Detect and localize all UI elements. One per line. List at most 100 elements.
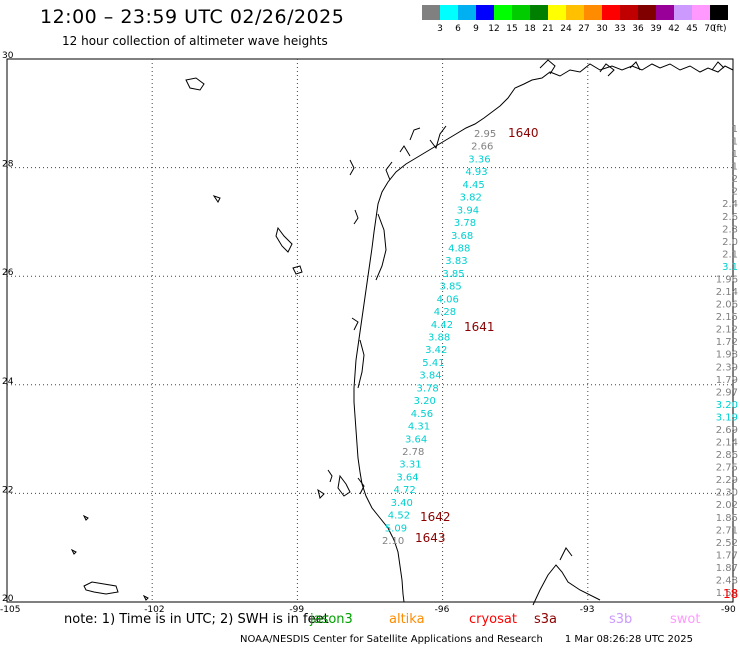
- map-grid: [7, 59, 733, 602]
- swh-value: 3.64: [405, 434, 427, 445]
- swh-value: 2.12: [716, 325, 738, 336]
- swh-value: 1.98: [716, 350, 738, 361]
- swh-value: 3.20: [414, 396, 436, 407]
- lon-tick-label: -105: [0, 605, 20, 615]
- lat-tick-label: 22: [2, 485, 13, 495]
- page-title: 12:00 – 23:59 UTC 02/26/2025: [40, 6, 345, 28]
- swh-value: 2: [732, 187, 738, 198]
- swh-value: 2.4: [722, 199, 738, 210]
- swh-value: 3.64: [396, 472, 418, 483]
- lon-tick-label: -99: [289, 605, 304, 615]
- swh-value: 3.1: [722, 262, 738, 273]
- track-label-1642: 1642: [420, 510, 451, 524]
- swh-value: 2.29: [716, 475, 738, 486]
- scale-swatch: [674, 5, 692, 20]
- swh-value: 2: [732, 174, 738, 185]
- swh-value: 1: [732, 162, 738, 173]
- scale-label: 18: [524, 24, 536, 34]
- swh-value: 1.96: [716, 275, 738, 286]
- scale-label: 3: [437, 24, 443, 34]
- scale-swatch: [620, 5, 638, 20]
- swh-value: 2.0: [722, 237, 738, 248]
- swh-value: 1: [732, 149, 738, 160]
- scale-label: 6: [455, 24, 461, 34]
- swh-value: 2.69: [716, 425, 738, 436]
- swh-value: 4.72: [394, 485, 416, 496]
- scale-label: 27: [578, 24, 590, 34]
- scale-swatch: [710, 5, 728, 20]
- lon-tick-label: -96: [435, 605, 450, 615]
- swh-value: 3.94: [457, 205, 479, 216]
- swh-value: 2.39: [716, 362, 738, 373]
- scale-label: 70: [704, 24, 716, 34]
- swh-value: 3.42: [425, 345, 447, 356]
- swh-value: 2.1: [722, 249, 738, 260]
- swh-value: 1.85: [716, 513, 738, 524]
- swh-value: 1.79: [716, 375, 738, 386]
- scale-label: 9: [473, 24, 479, 34]
- swh-value: 3.85: [440, 282, 462, 293]
- swh-value: 2.71: [716, 525, 738, 536]
- scale-label: 33: [614, 24, 626, 34]
- credit-timestamp: 1 Mar 08:26:28 UTC 2025: [564, 634, 693, 645]
- swh-value: 2.6: [722, 212, 738, 223]
- scale-label: 36: [632, 24, 644, 34]
- swh-value: 4.28: [434, 307, 456, 318]
- swh-value: 3.40: [391, 498, 413, 509]
- satellite-label: cryosat: [469, 612, 517, 627]
- swh-value: 1.72: [716, 337, 738, 348]
- scale-label: 21: [542, 24, 554, 34]
- lon-tick-label: -90: [721, 605, 736, 615]
- lat-tick-label: 24: [2, 377, 14, 387]
- swh-value: 2.86: [716, 450, 738, 461]
- credit-org: NOAA/NESDIS Center for Satellite Applica…: [240, 634, 543, 645]
- swh-value: 4.42: [431, 320, 453, 331]
- scale-label: 30: [596, 24, 608, 34]
- scale-swatch: [512, 5, 530, 20]
- swh-value: 3.88: [428, 333, 450, 344]
- swh-value: 2.48: [716, 576, 738, 587]
- swh-value: 4.31: [408, 422, 430, 433]
- swh-value: 4.93: [465, 167, 487, 178]
- scale-swatch: [494, 5, 512, 20]
- track-label-18: 18: [723, 587, 738, 601]
- scale-label: 12: [488, 24, 500, 34]
- satellite-label: s3b: [609, 612, 633, 627]
- scale-swatch: [584, 5, 602, 20]
- swh-value: 1.87: [716, 563, 738, 574]
- scale-swatch: [548, 5, 566, 20]
- swh-value: 1: [732, 124, 738, 135]
- swh-value: 2.14: [716, 287, 738, 298]
- swh-value: 2.66: [471, 142, 493, 153]
- swh-value: 5.41: [422, 358, 444, 369]
- swh-value: 1.77: [716, 550, 738, 561]
- swh-value: 4.45: [463, 180, 485, 191]
- scale-unit: (ft): [713, 24, 727, 34]
- swh-value: 2.75: [716, 463, 738, 474]
- swh-value: 2.14: [716, 438, 738, 449]
- scale-label: 24: [560, 24, 572, 34]
- lat-tick-label: 30: [2, 51, 14, 61]
- scale-swatch: [530, 5, 548, 20]
- track-label-1643: 1643: [415, 531, 446, 545]
- swh-value: 3.78: [454, 218, 476, 229]
- swh-value: 3.85: [442, 269, 464, 280]
- swh-value: 4.52: [388, 511, 410, 522]
- track-label-1641: 1641: [464, 320, 495, 334]
- altimeter-track-main: 2.95 2.663.36 4.93 4.45 3.823.94 3.78 3.68 4.88…: [382, 129, 496, 547]
- note-text: note: 1) Time is in UTC; 2) SWH is in fe…: [64, 612, 329, 627]
- scale-label: 15: [506, 24, 518, 34]
- swh-value: 3.83: [445, 256, 467, 267]
- lat-tick-label: 26: [2, 268, 14, 278]
- swh-value: 2.95: [474, 129, 496, 140]
- swh-value: 3.84: [419, 371, 441, 382]
- swh-value: 1.53: [716, 588, 738, 599]
- scale-swatch: [440, 5, 458, 20]
- swh-value: 4.88: [448, 244, 470, 255]
- swh-value: 4.06: [437, 294, 459, 305]
- swh-value: 2.15: [716, 312, 738, 323]
- swh-value: 2.97: [716, 387, 738, 398]
- inland-lakes: [70, 77, 351, 601]
